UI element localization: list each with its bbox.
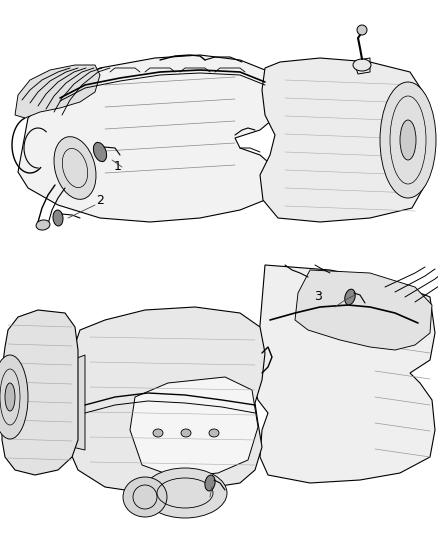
Ellipse shape <box>36 220 50 230</box>
Polygon shape <box>18 55 280 222</box>
Polygon shape <box>295 270 432 350</box>
Ellipse shape <box>209 429 219 437</box>
Ellipse shape <box>181 429 191 437</box>
Ellipse shape <box>380 82 436 198</box>
Ellipse shape <box>357 25 367 35</box>
Polygon shape <box>68 307 265 493</box>
Ellipse shape <box>0 355 28 439</box>
Ellipse shape <box>353 59 371 71</box>
Polygon shape <box>65 355 85 450</box>
Text: 3: 3 <box>314 290 322 303</box>
Polygon shape <box>2 310 78 475</box>
Ellipse shape <box>123 477 167 517</box>
Ellipse shape <box>54 136 96 199</box>
Ellipse shape <box>143 468 227 518</box>
Text: 1: 1 <box>114 160 122 174</box>
Ellipse shape <box>5 383 15 411</box>
Polygon shape <box>260 58 428 222</box>
Ellipse shape <box>153 429 163 437</box>
Text: 2: 2 <box>96 193 104 206</box>
Ellipse shape <box>400 120 416 160</box>
Ellipse shape <box>205 475 215 491</box>
Polygon shape <box>252 265 435 483</box>
Polygon shape <box>15 65 100 118</box>
Ellipse shape <box>53 210 63 226</box>
Ellipse shape <box>93 142 106 161</box>
Ellipse shape <box>345 289 355 305</box>
Polygon shape <box>130 377 258 477</box>
